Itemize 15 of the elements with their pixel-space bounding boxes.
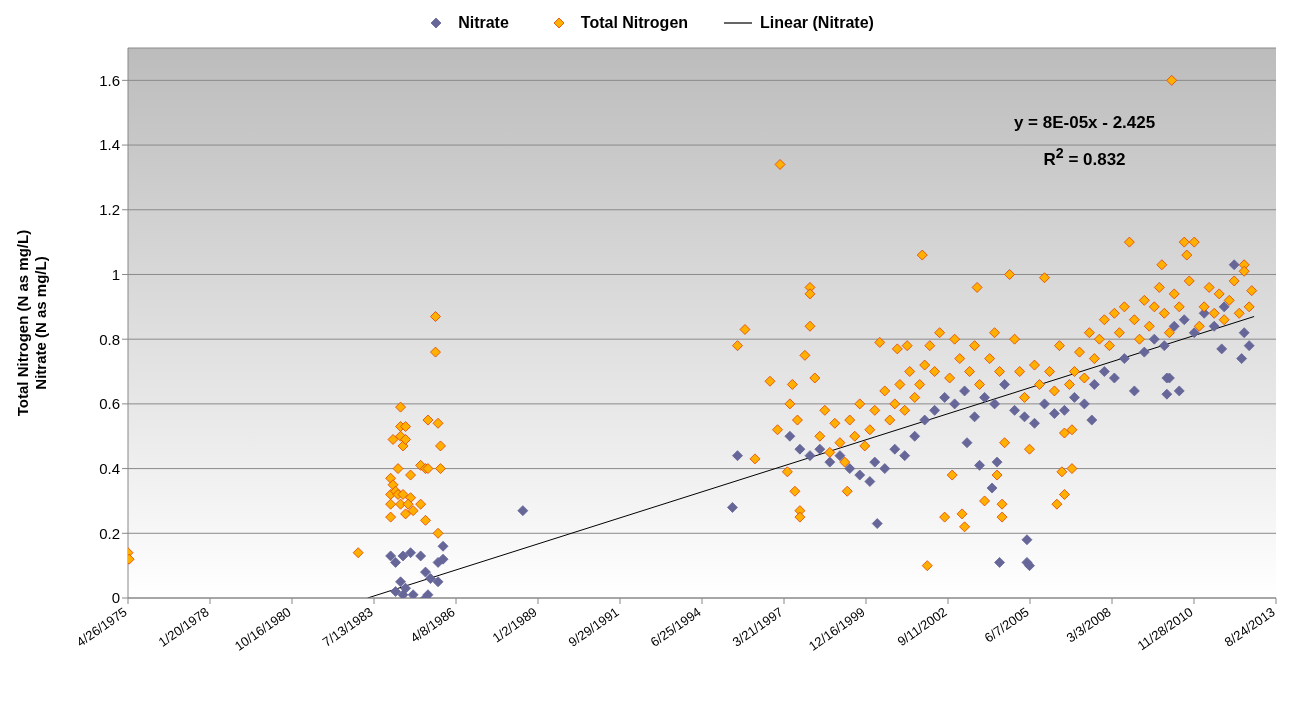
y-tick-label: 0.8 — [99, 330, 120, 348]
y-tick-label: 1.2 — [99, 201, 120, 219]
y-axis-title: Total Nitrogen (N as mg/L) Nitrate (N as mg/L) — [14, 229, 49, 417]
y-tick-label: 0.2 — [99, 524, 120, 542]
legend-label: Total Nitrogen — [580, 14, 689, 32]
legend-label: Nitrate — [458, 14, 509, 32]
annotation: R$^{2}$ = 0.832 — [1042, 144, 1127, 171]
y-tick-label: 1.4 — [99, 136, 120, 154]
annotation: y = 8E-05x - 2.425 — [1012, 112, 1157, 134]
y-tick-label: 1.6 — [99, 71, 120, 89]
y-tick-label: 0.6 — [99, 395, 120, 413]
y-tick-label: 0.4 — [99, 459, 120, 477]
y-tick-label: 1 — [111, 265, 120, 283]
legend-label: Linear (Nitrate) — [760, 14, 874, 32]
y-tick-label: 0 — [111, 589, 120, 607]
